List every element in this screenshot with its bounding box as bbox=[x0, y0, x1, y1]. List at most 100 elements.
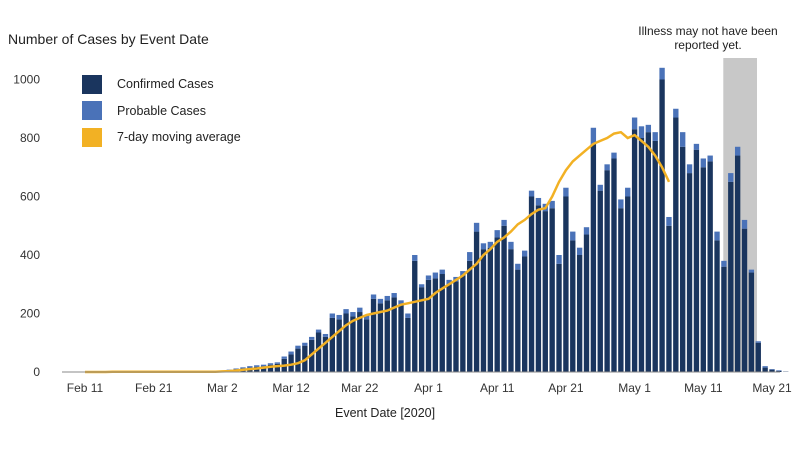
bar-probable bbox=[460, 271, 466, 276]
bar-probable bbox=[439, 269, 445, 275]
bar-probable bbox=[728, 173, 734, 182]
bar-confirmed bbox=[576, 255, 583, 372]
legend-label-confirmed: Confirmed Cases bbox=[117, 77, 214, 92]
bar-probable bbox=[357, 307, 363, 313]
x-tick-label: Mar 2 bbox=[207, 381, 238, 395]
bar-probable bbox=[288, 351, 294, 355]
bar-probable bbox=[666, 216, 672, 226]
bar-confirmed bbox=[453, 281, 459, 372]
bar-probable bbox=[673, 108, 679, 118]
x-tick-label: Mar 22 bbox=[341, 381, 379, 395]
bar-confirmed bbox=[494, 237, 500, 372]
x-axis-ticks: Feb 11 Feb 21 Mar 2 Mar 12 Mar 22 Apr 1 Apr 11… bbox=[67, 381, 792, 395]
legend-item-probable: Probable Cases bbox=[82, 98, 241, 125]
bar-probable bbox=[363, 314, 370, 320]
y-tick-label: 1000 bbox=[13, 73, 40, 87]
bar-probable bbox=[391, 293, 397, 298]
bar-confirmed bbox=[638, 138, 645, 372]
bar-probable bbox=[295, 345, 301, 349]
bar-confirmed bbox=[336, 319, 342, 372]
bar-confirmed bbox=[700, 167, 706, 372]
bar-confirmed bbox=[260, 366, 267, 372]
bar-probable bbox=[432, 272, 439, 279]
bar-probable bbox=[233, 368, 239, 370]
bar-confirmed bbox=[728, 181, 734, 372]
bar-probable bbox=[659, 67, 665, 80]
bar-probable bbox=[398, 300, 404, 305]
bar-probable bbox=[446, 279, 452, 285]
bar-probable bbox=[597, 184, 603, 191]
bar-confirmed bbox=[583, 234, 590, 372]
bar-probable bbox=[714, 231, 720, 241]
bar-confirmed bbox=[604, 170, 610, 372]
bar-confirmed bbox=[693, 149, 700, 372]
bar-probable bbox=[755, 341, 761, 343]
bar-probable bbox=[480, 243, 487, 250]
bar-probable bbox=[700, 158, 706, 168]
bar-probable bbox=[645, 124, 652, 133]
bar-confirmed bbox=[329, 317, 335, 372]
bar-probable bbox=[467, 252, 473, 261]
x-tick-label: Apr 1 bbox=[414, 381, 443, 395]
bar-confirmed bbox=[501, 225, 507, 372]
bar-confirmed bbox=[473, 231, 480, 372]
bar-confirmed bbox=[721, 266, 727, 372]
bar-confirmed bbox=[707, 161, 713, 372]
bar-probable bbox=[741, 219, 748, 229]
bar-probable bbox=[274, 362, 281, 364]
bar-confirmed bbox=[769, 369, 775, 372]
bar-confirmed bbox=[528, 196, 535, 372]
bar-confirmed bbox=[315, 332, 322, 372]
x-tick-label: Feb 11 bbox=[67, 381, 104, 395]
bar-probable bbox=[693, 143, 700, 150]
bar-probable bbox=[611, 152, 617, 159]
y-tick-label: 400 bbox=[20, 248, 40, 262]
legend-label-average: 7-day moving average bbox=[117, 130, 241, 145]
unreported-annotation: Illness may not have been reported yet. bbox=[638, 24, 778, 52]
x-tick-label: May 11 bbox=[684, 381, 723, 395]
bar-probable bbox=[535, 197, 542, 206]
bar-probable bbox=[570, 231, 576, 241]
bar-probable bbox=[549, 200, 555, 209]
bar-confirmed bbox=[288, 354, 294, 372]
bar-probable bbox=[384, 295, 390, 301]
bar-confirmed bbox=[556, 263, 562, 372]
bar-confirmed bbox=[384, 300, 390, 372]
bar-confirmed bbox=[748, 272, 755, 372]
x-axis-title: Event Date [2020] bbox=[335, 406, 436, 420]
bar-confirmed bbox=[343, 313, 349, 372]
bar-confirmed bbox=[412, 260, 418, 372]
bar-confirmed bbox=[762, 367, 768, 372]
bar-confirmed bbox=[680, 146, 686, 372]
bar-probable bbox=[734, 146, 741, 156]
bar-probable bbox=[322, 333, 329, 337]
legend-swatch-confirmed bbox=[82, 74, 102, 94]
bar-probable bbox=[631, 117, 638, 130]
bar-probable bbox=[418, 284, 425, 288]
bar-confirmed bbox=[686, 173, 693, 372]
bar-probable bbox=[625, 187, 631, 197]
bar-confirmed bbox=[625, 196, 631, 372]
bar-confirmed bbox=[645, 132, 652, 372]
bar-probable bbox=[762, 366, 768, 368]
bar-confirmed bbox=[432, 278, 439, 372]
bar-confirmed bbox=[515, 269, 521, 372]
bar-confirmed bbox=[549, 208, 555, 372]
bar-confirmed bbox=[631, 129, 638, 372]
bar-probable bbox=[302, 342, 308, 346]
bar-confirmed bbox=[460, 275, 466, 372]
bar-probable bbox=[652, 132, 658, 141]
bar-confirmed bbox=[741, 228, 748, 372]
bar-probable bbox=[267, 363, 274, 365]
bar-confirmed bbox=[480, 249, 487, 372]
bar-probable bbox=[680, 132, 686, 147]
bar-confirmed bbox=[377, 303, 384, 372]
bar-confirmed bbox=[652, 140, 658, 372]
bar-confirmed bbox=[563, 196, 569, 372]
bar-confirmed bbox=[295, 348, 301, 372]
bar-confirmed bbox=[418, 287, 425, 372]
y-tick-label: 800 bbox=[20, 131, 40, 145]
bar-confirmed bbox=[398, 304, 404, 372]
bar-probable bbox=[748, 269, 755, 273]
